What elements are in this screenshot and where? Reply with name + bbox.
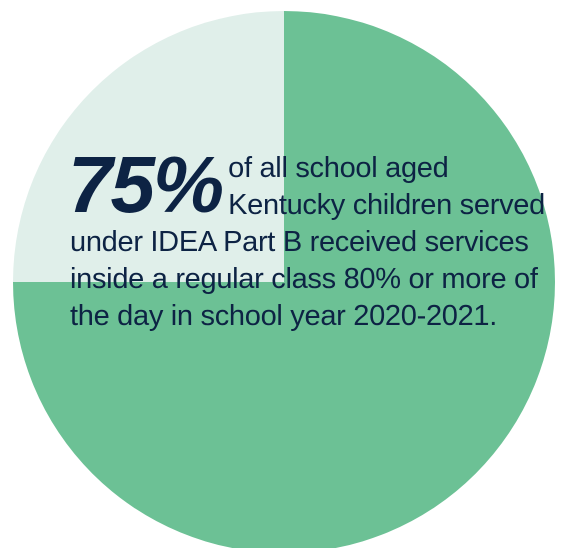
pie-slice-0 — [13, 11, 555, 548]
pie-slice-1 — [13, 11, 284, 282]
pie-annotation: 75% of all school aged Kentucky children… — [68, 140, 550, 335]
percentage-value: 75% — [68, 140, 224, 229]
annotation-text: of all school aged Kentucky children ser… — [70, 152, 545, 332]
